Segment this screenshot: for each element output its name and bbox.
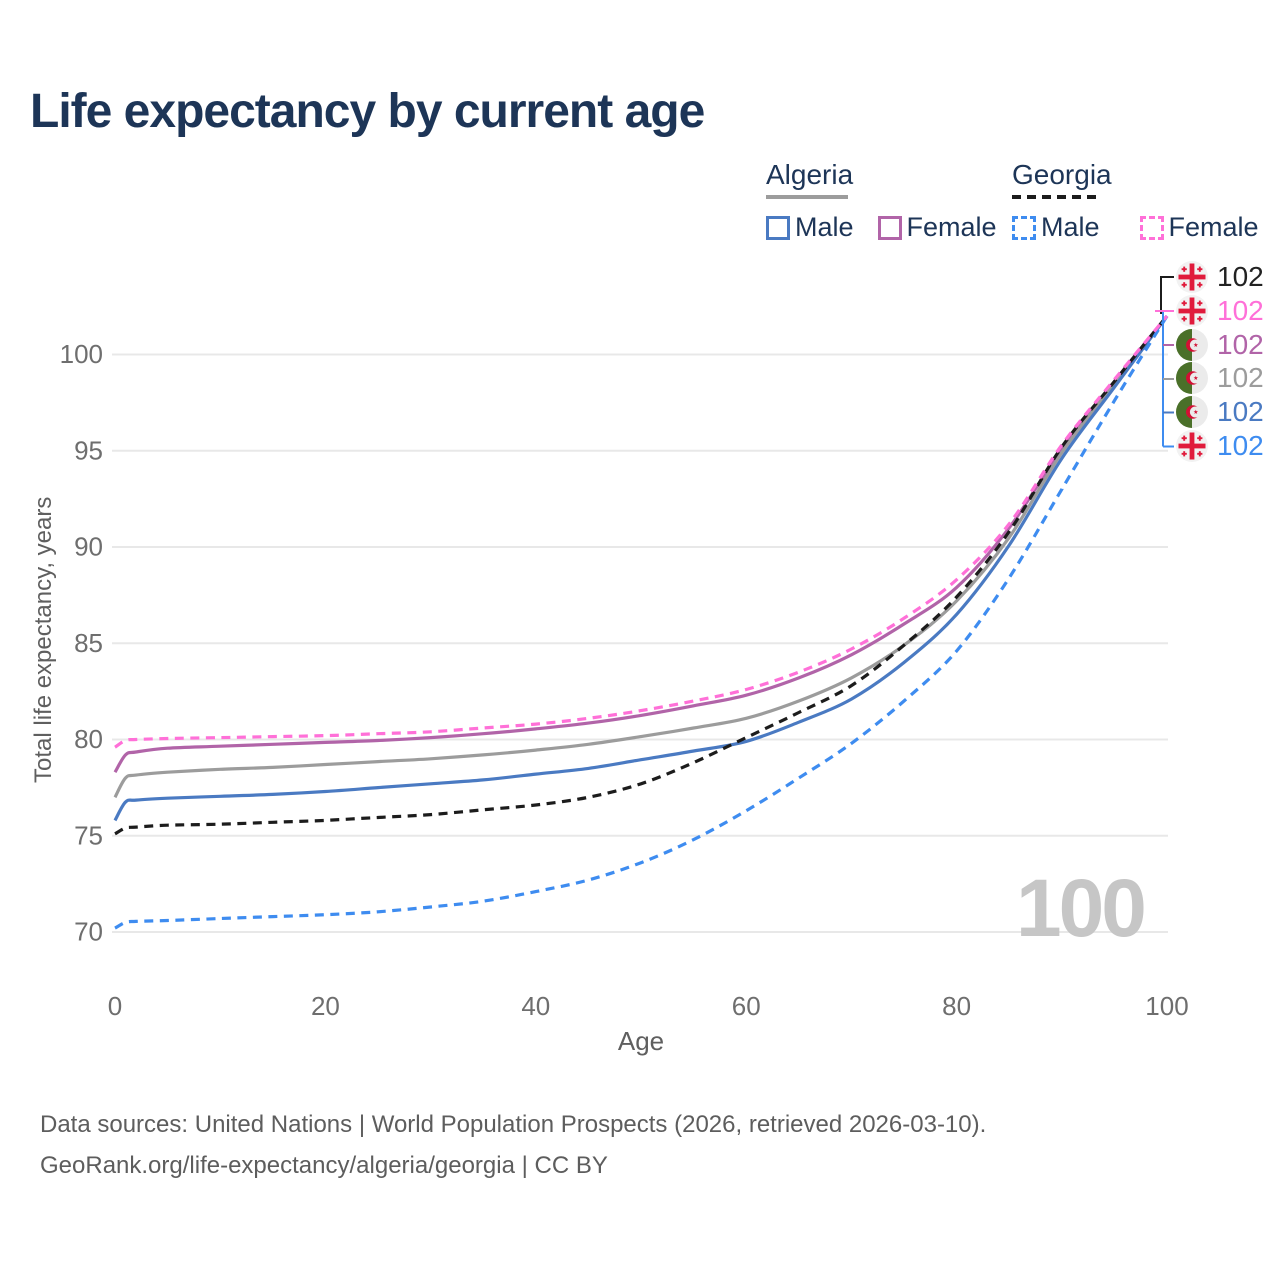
x-tick-0: 0 <box>108 991 122 1021</box>
y-tick-80: 80 <box>74 724 103 754</box>
algeria-female-swatch <box>877 215 902 240</box>
x-axis-title: Age <box>617 1026 665 1056</box>
end-label-georgia-female: 102 <box>1176 294 1264 327</box>
line-algeria_female <box>113 314 1169 774</box>
end-value: 102 <box>1217 429 1264 461</box>
end-value: 102 <box>1217 261 1264 292</box>
data-sources-line1: Data sources: United Nations | World Pop… <box>40 1111 987 1138</box>
legend-country-georgia-label: Georgia <box>1012 159 1112 190</box>
end-value: 102 <box>1217 396 1264 428</box>
algeria-male-swatch <box>766 215 790 240</box>
legend-label-algeria-female: Female <box>906 212 997 242</box>
legend-item-georgia-female[interactable]: Female <box>1139 212 1259 243</box>
line-georgia_total <box>114 314 1169 836</box>
georgia-flag-icon <box>1176 429 1208 462</box>
y-tick-70: 70 <box>74 917 103 947</box>
algeria-flag-icon <box>1176 328 1208 361</box>
x-tick-80: 80 <box>942 991 971 1021</box>
end-value: 102 <box>1217 328 1264 360</box>
end-label-georgia-male: 102 <box>1176 429 1264 462</box>
georgia-male-swatch <box>1012 215 1036 240</box>
legend-country-georgia[interactable]: Georgia <box>1012 159 1280 199</box>
x-tick-100: 100 <box>1145 991 1188 1021</box>
y-tick-90: 90 <box>74 532 103 562</box>
georgia-female-swatch <box>1139 215 1164 240</box>
end-label-algeria-total: 102 <box>1176 362 1264 395</box>
georgia-line-style-swatch <box>1012 195 1102 199</box>
georgia-flag-icon <box>1176 294 1208 327</box>
end-label-algeria-male: 102 <box>1176 396 1264 429</box>
legend-label-georgia-female: Female <box>1168 212 1259 242</box>
end-value: 102 <box>1217 294 1264 326</box>
algeria-flag-icon <box>1176 396 1208 429</box>
line-georgia_male <box>114 315 1169 930</box>
x-tick-40: 40 <box>521 991 550 1021</box>
line-algeria_total <box>113 315 1169 799</box>
y-tick-75: 75 <box>74 820 103 850</box>
line-algeria_male <box>113 315 1169 822</box>
x-tick-60: 60 <box>732 991 761 1021</box>
x-tick-20: 20 <box>311 991 340 1021</box>
legend-label-algeria-male: Male <box>795 212 854 242</box>
age-counter-watermark: 100 <box>1016 863 1147 954</box>
data-sources: Data sources: United Nations | World Pop… <box>40 1104 986 1186</box>
legend-group-georgia: Georgia Male Female <box>1012 159 1280 243</box>
y-tick-95: 95 <box>74 435 103 465</box>
page-title: Life expectancy by current age <box>30 85 705 138</box>
end-label-georgia-total: 102 <box>1176 261 1264 293</box>
legend-label-georgia-male: Male <box>1041 212 1100 242</box>
connector-georgia-total <box>1160 276 1174 314</box>
georgia-flag-icon <box>1176 261 1208 293</box>
legend-group-algeria: Algeria Male Female <box>766 159 1021 243</box>
legend-item-algeria-female[interactable]: Female <box>877 212 997 243</box>
legend-item-algeria-male[interactable]: Male <box>766 212 854 243</box>
legend-country-algeria-label: Algeria <box>766 159 854 190</box>
y-tick-100: 100 <box>60 339 103 369</box>
legend-item-georgia-male[interactable]: Male <box>1012 212 1100 243</box>
end-labels: 102 102 102 102 102 102 <box>1176 261 1264 464</box>
end-label-algeria-female: 102 <box>1176 328 1264 361</box>
line-georgia_female <box>114 314 1169 749</box>
legend-country-algeria[interactable]: Algeria <box>766 159 1021 199</box>
y-axis-title: Total life expectancy, years <box>30 496 57 784</box>
y-tick-85: 85 <box>74 628 103 658</box>
data-sources-line2: GeoRank.org/life-expectancy/algeria/geor… <box>40 1152 608 1179</box>
end-value: 102 <box>1217 362 1264 394</box>
algeria-line-style-swatch <box>766 195 848 199</box>
algeria-flag-icon <box>1176 362 1208 395</box>
